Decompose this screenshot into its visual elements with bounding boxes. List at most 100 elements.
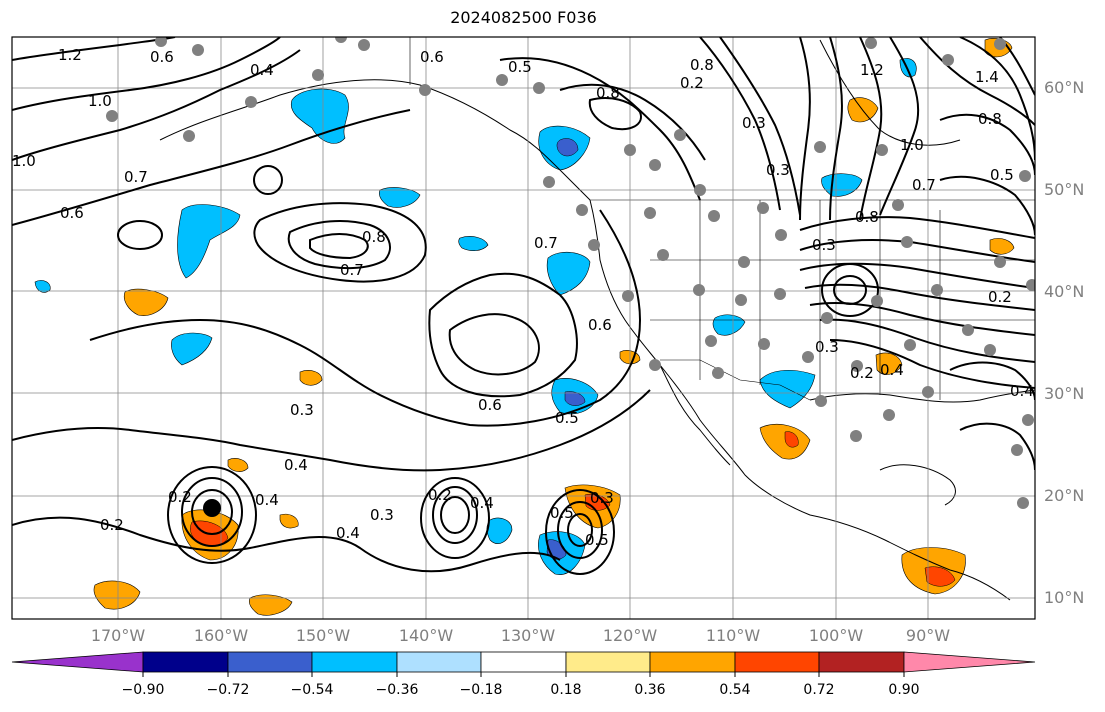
contour-label: 0.7 bbox=[534, 234, 558, 252]
contour-label: 0.2 bbox=[988, 288, 1012, 306]
contour-label: 0.3 bbox=[290, 401, 314, 419]
station-dot bbox=[962, 324, 974, 336]
station-dot bbox=[757, 202, 769, 214]
colorbar-label: 0.90 bbox=[888, 682, 920, 698]
map-title: 2024082500 F036 bbox=[450, 8, 597, 27]
station-dot bbox=[1017, 497, 1029, 509]
contour-label: 1.2 bbox=[860, 61, 884, 79]
station-dot bbox=[419, 84, 431, 96]
station-dot bbox=[312, 69, 324, 81]
station-dot bbox=[358, 39, 370, 51]
contour-label: 0.3 bbox=[370, 506, 394, 524]
station-dot bbox=[622, 290, 634, 302]
dark-blue-region bbox=[564, 391, 586, 406]
contour-label: 0.8 bbox=[362, 228, 386, 246]
contour-label: 1.2 bbox=[58, 46, 82, 64]
contour-value-labels: 1.2 0.6 0.4 0.6 0.5 0.8 1.0 0.7 0.6 1.0 … bbox=[12, 46, 1034, 549]
colorbar-label: 0.36 bbox=[634, 682, 666, 698]
contour-label: 0.3 bbox=[815, 338, 839, 356]
lon-label-120w: 120°W bbox=[602, 626, 658, 645]
lat-label-30n: 30°N bbox=[1044, 384, 1085, 403]
station-dot bbox=[155, 37, 167, 47]
cyclone-contours bbox=[117, 165, 879, 575]
station-dot bbox=[802, 351, 814, 363]
station-dot bbox=[883, 409, 895, 421]
station-dot bbox=[335, 37, 347, 43]
station-dot bbox=[865, 37, 877, 49]
contour-ring bbox=[833, 275, 867, 305]
station-dot bbox=[624, 144, 636, 156]
contour-ring bbox=[420, 477, 490, 559]
station-dot bbox=[994, 38, 1006, 50]
contour-line bbox=[12, 49, 301, 161]
colorbar-segment bbox=[227, 651, 313, 673]
contour-label: 0.4 bbox=[1010, 382, 1034, 400]
contour-ring bbox=[432, 486, 478, 544]
station-dot bbox=[588, 239, 600, 251]
colorbar-label: −0.90 bbox=[121, 682, 165, 698]
contour-line bbox=[809, 302, 1035, 336]
contour-ring bbox=[181, 477, 243, 547]
station-dot bbox=[850, 430, 862, 442]
contour-line bbox=[253, 202, 427, 283]
lat-label-10n: 10°N bbox=[1044, 588, 1085, 607]
contour-label: 1.0 bbox=[88, 92, 112, 110]
contour-label: 1.0 bbox=[900, 136, 924, 154]
colorbar-label: −0.72 bbox=[206, 682, 250, 698]
contour-ring bbox=[117, 220, 163, 250]
contour-label: 0.4 bbox=[284, 456, 308, 474]
contour-line bbox=[939, 113, 1035, 176]
colorbar-segment bbox=[396, 651, 482, 673]
station-dot bbox=[901, 236, 913, 248]
colorbar-segment bbox=[649, 651, 736, 673]
station-dot bbox=[674, 129, 686, 141]
contour-line bbox=[448, 313, 540, 376]
colorbar-label: −0.36 bbox=[375, 682, 419, 698]
contour-label: 0.5 bbox=[508, 58, 532, 76]
contour-label: 1.4 bbox=[975, 68, 999, 86]
station-dot bbox=[774, 288, 786, 300]
blue-region bbox=[171, 332, 213, 366]
contour-line bbox=[859, 37, 883, 221]
lon-label-160w: 160°W bbox=[193, 626, 249, 645]
station-dot bbox=[693, 284, 705, 296]
colorbar-segment bbox=[565, 651, 651, 673]
contour-label: 0.8 bbox=[596, 84, 620, 102]
contour-label: 0.7 bbox=[340, 261, 364, 279]
contour-line bbox=[939, 175, 1035, 236]
colorbar-label: 0.72 bbox=[803, 682, 835, 698]
contour-lines bbox=[12, 37, 1035, 573]
contour-line bbox=[12, 109, 411, 226]
contour-line bbox=[499, 57, 701, 201]
contour-ring bbox=[821, 263, 879, 317]
contour-label: 0.5 bbox=[990, 166, 1014, 184]
contour-ring bbox=[567, 513, 593, 547]
station-dot bbox=[942, 54, 954, 66]
station-dot bbox=[876, 144, 888, 156]
negative-anomaly-regions bbox=[34, 58, 917, 575]
orange-region bbox=[759, 424, 811, 460]
colorbar-min-arrow bbox=[11, 651, 144, 673]
contour-label: 0.2 bbox=[680, 74, 704, 92]
contour-label: 0.2 bbox=[168, 488, 192, 506]
blue-region bbox=[486, 517, 513, 544]
colorbar-label: −0.54 bbox=[290, 682, 334, 698]
contour-label: 0.5 bbox=[550, 504, 574, 522]
contour-label: 0.3 bbox=[812, 236, 836, 254]
orange-region bbox=[93, 580, 141, 610]
contour-line bbox=[699, 37, 781, 211]
alaska-coast bbox=[159, 79, 591, 201]
station-dot bbox=[821, 312, 833, 324]
station-dot bbox=[644, 207, 656, 219]
station-dot bbox=[738, 256, 750, 268]
station-dot bbox=[657, 249, 669, 261]
station-dot bbox=[543, 176, 555, 188]
station-dot bbox=[814, 141, 826, 153]
contour-label: 0.4 bbox=[250, 61, 274, 79]
contour-ring bbox=[167, 466, 257, 564]
orange-region bbox=[227, 458, 249, 472]
station-dot bbox=[922, 386, 934, 398]
blue-region bbox=[546, 251, 591, 296]
contour-ring bbox=[545, 489, 615, 575]
